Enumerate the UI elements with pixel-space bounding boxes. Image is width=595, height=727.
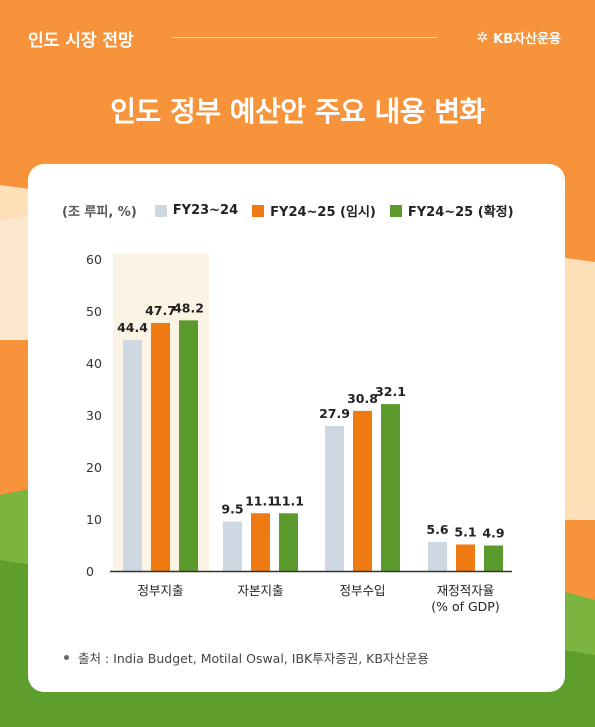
x-tick-label: (% of GDP) bbox=[431, 599, 499, 614]
legend-label-series-3: FY24~25 (확정) bbox=[407, 205, 514, 220]
legend-swatch-series-3 bbox=[389, 204, 402, 217]
data-label: 47.7 bbox=[145, 303, 176, 318]
legend-item-series-1: FY23~24 bbox=[154, 203, 239, 218]
legend-label-series-2: FY24~25 (임시) bbox=[270, 205, 376, 220]
bar bbox=[223, 521, 242, 571]
data-label: 5.6 bbox=[426, 522, 448, 537]
bar bbox=[325, 425, 344, 571]
y-tick-label: 50 bbox=[86, 304, 102, 319]
kb-star-icon: ✲ bbox=[476, 29, 489, 46]
data-label: 48.2 bbox=[173, 300, 204, 315]
source-note: 출처 : India Budget, Motilal Oswal, IBK투자증… bbox=[64, 648, 429, 667]
y-tick-label: 60 bbox=[86, 252, 102, 267]
y-tick-label: 10 bbox=[86, 512, 102, 527]
bar bbox=[428, 541, 447, 571]
brand-logo: ✲ KB자산운용 bbox=[476, 28, 561, 48]
header-divider bbox=[172, 37, 437, 38]
y-tick-label: 20 bbox=[86, 460, 102, 475]
x-tick-label: 재정적자율 bbox=[437, 583, 495, 598]
data-label: 11.1 bbox=[273, 493, 304, 508]
bar bbox=[353, 410, 372, 571]
data-label: 32.1 bbox=[375, 384, 406, 399]
data-label: 9.5 bbox=[221, 502, 243, 517]
bar bbox=[179, 320, 198, 571]
x-tick-label: 정부지출 bbox=[137, 583, 183, 598]
bar bbox=[456, 544, 475, 571]
y-tick-label: 30 bbox=[86, 408, 102, 423]
x-tick-label: 정부수입 bbox=[339, 583, 385, 598]
chart-legend: (조 루피, %) FY23~24 FY24~25 (임시) FY24~25 (… bbox=[62, 201, 528, 220]
bar bbox=[151, 322, 170, 571]
legend-item-series-3: FY24~25 (확정) bbox=[389, 201, 514, 220]
data-label: 27.9 bbox=[319, 406, 350, 421]
bar bbox=[279, 513, 298, 571]
data-label: 11.1 bbox=[245, 493, 276, 508]
unit-label: (조 루피, %) bbox=[62, 205, 137, 220]
bar bbox=[381, 404, 400, 571]
legend-swatch-series-1 bbox=[154, 204, 167, 217]
legend-item-series-2: FY24~25 (임시) bbox=[252, 201, 376, 220]
bar bbox=[484, 545, 503, 571]
bullet-icon bbox=[64, 655, 69, 660]
legend-swatch-series-2 bbox=[252, 204, 265, 217]
page-title: 인도 정부 예산안 주요 내용 변화 bbox=[110, 95, 485, 128]
data-label: 30.8 bbox=[347, 391, 378, 406]
source-text: 출처 : India Budget, Motilal Oswal, IBK투자증… bbox=[78, 651, 429, 666]
bar bbox=[123, 340, 142, 571]
legend-label-series-1: FY23~24 bbox=[172, 203, 239, 218]
data-label: 44.4 bbox=[117, 320, 148, 335]
brand-name: KB자산운용 bbox=[493, 32, 561, 47]
x-tick-label: 자본지출 bbox=[237, 583, 283, 598]
section-label: 인도 시장 전망 bbox=[28, 31, 134, 51]
bar bbox=[251, 513, 270, 571]
data-label: 5.1 bbox=[454, 524, 476, 539]
y-tick-label: 40 bbox=[86, 356, 102, 371]
data-label: 4.9 bbox=[482, 526, 504, 541]
y-tick-label: 0 bbox=[86, 564, 94, 579]
